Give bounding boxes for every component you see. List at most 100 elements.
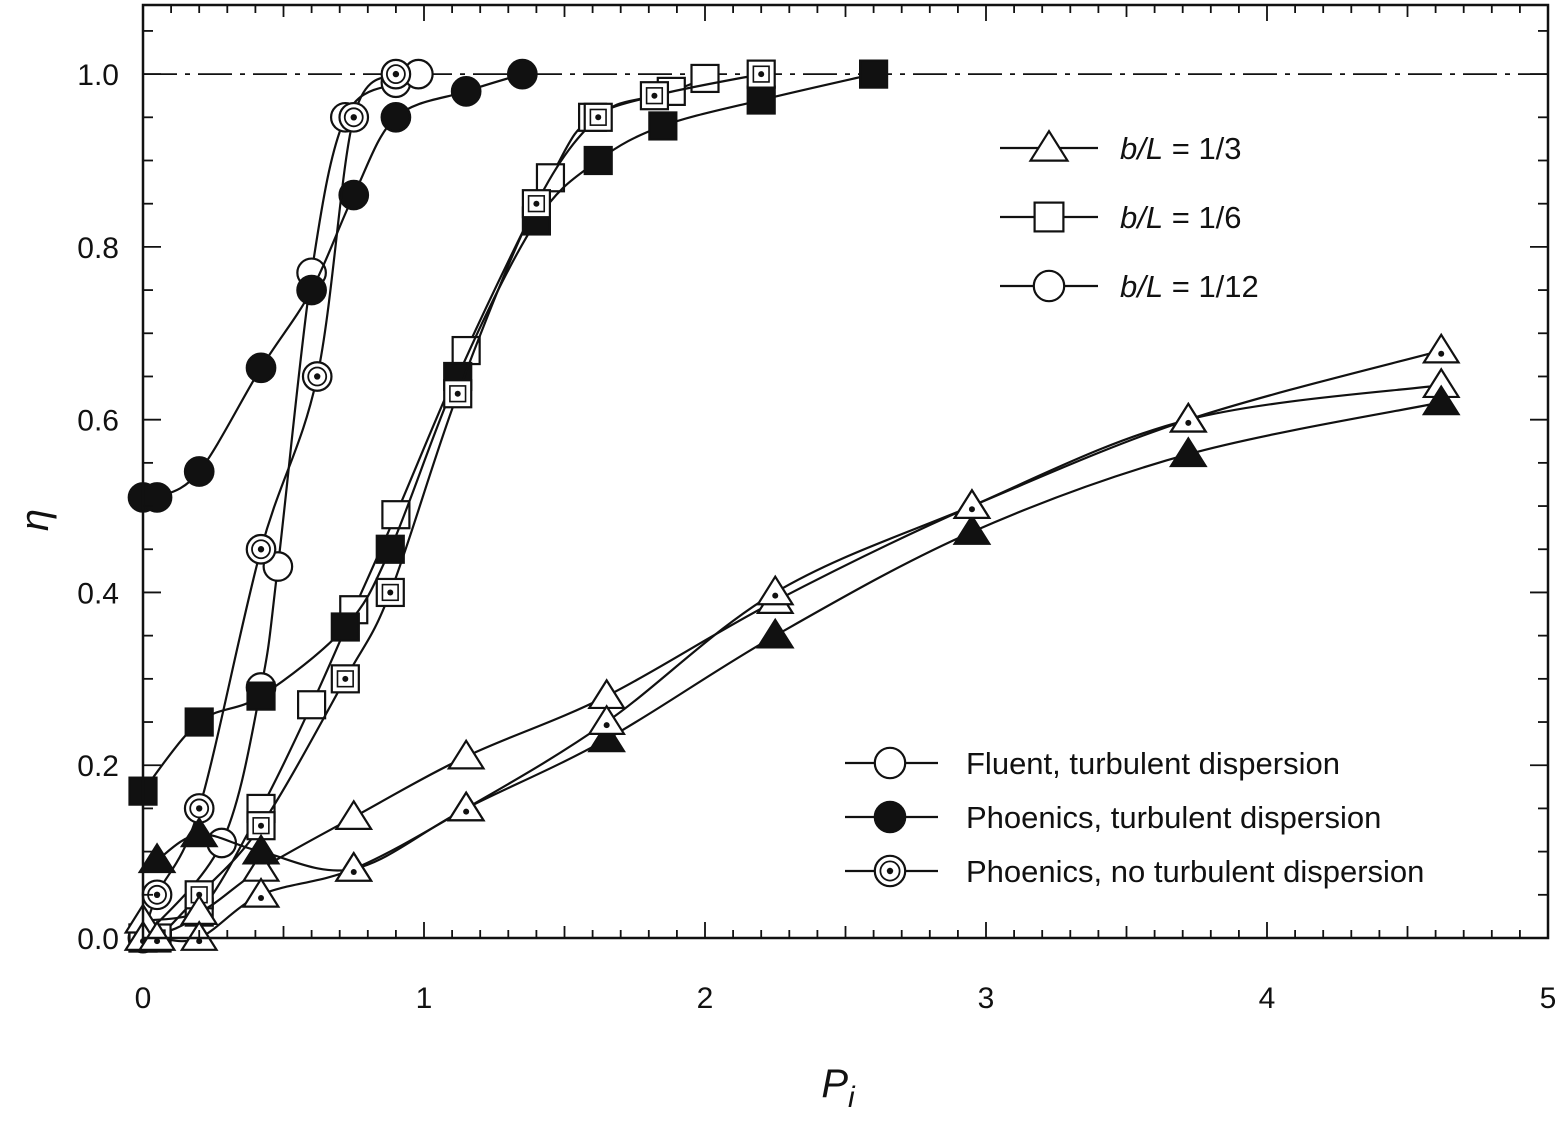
series-line bbox=[141, 73, 397, 939]
data-point bbox=[141, 482, 173, 513]
data-point bbox=[648, 111, 678, 141]
data-point bbox=[506, 58, 538, 90]
x-tick-label: 1 bbox=[416, 982, 433, 1015]
data-point bbox=[755, 574, 795, 606]
data-point bbox=[296, 274, 327, 306]
data-point bbox=[241, 833, 281, 865]
data-point bbox=[690, 63, 720, 94]
data-point bbox=[137, 842, 177, 874]
legend-shapes: b/L = 1/3 b/L = 1/6 b/L = 1/12 bbox=[1000, 129, 1259, 304]
data-point bbox=[380, 58, 412, 90]
plot-frame bbox=[141, 3, 1550, 940]
data-point bbox=[450, 76, 482, 107]
x-axis-label-subscript: i bbox=[848, 1081, 856, 1114]
legend-marker-triangle bbox=[1028, 129, 1070, 162]
data-point bbox=[1169, 401, 1208, 433]
legend-shape-square: b/L = 1/6 bbox=[1000, 200, 1242, 235]
legend-method-open: Fluent, turbulent dispersion bbox=[845, 746, 1340, 781]
x-axis-label: Pi bbox=[821, 1062, 856, 1114]
data-point bbox=[338, 179, 370, 211]
data-point bbox=[334, 799, 374, 830]
data-point bbox=[375, 577, 405, 608]
legend-shape-label: b/L = 1/3 bbox=[1120, 131, 1242, 166]
data-point bbox=[246, 681, 276, 711]
data-point bbox=[338, 101, 370, 133]
legend-method-label: Phoenics, turbulent dispersion bbox=[966, 800, 1381, 835]
data-point bbox=[446, 790, 486, 822]
frame-layer bbox=[141, 3, 1550, 940]
legend-shape-circle: b/L = 1/12 bbox=[1000, 269, 1259, 304]
legend-marker-circle bbox=[1032, 269, 1066, 303]
data-point bbox=[330, 612, 360, 642]
legend-marker-circle-dotted bbox=[873, 854, 907, 888]
legend-shape-triangle: b/L = 1/3 bbox=[1000, 129, 1242, 166]
y-axis-label: η bbox=[13, 509, 57, 531]
data-point bbox=[583, 102, 613, 132]
legend-method-dotted: Phoenics, no turbulent dispersion bbox=[845, 854, 1424, 889]
legend-method-filled: Phoenics, turbulent dispersion bbox=[845, 800, 1381, 835]
data-point bbox=[1169, 436, 1208, 468]
legend-method-label: Fluent, turbulent dispersion bbox=[966, 746, 1340, 781]
legend-marker-circle-filled bbox=[873, 800, 907, 834]
legend-marker-circle-open bbox=[873, 746, 907, 780]
y-tick-label: 1.0 bbox=[77, 59, 119, 92]
legend-shape-label: b/L = 1/6 bbox=[1120, 200, 1242, 235]
series-circle-filled bbox=[127, 58, 538, 513]
data-point bbox=[380, 101, 412, 133]
series-line bbox=[142, 73, 523, 501]
data-point bbox=[183, 456, 215, 487]
legend-shape-label: b/L = 1/12 bbox=[1120, 269, 1259, 304]
data-point bbox=[245, 533, 277, 565]
y-tick-label: 0.2 bbox=[77, 750, 119, 783]
data-point bbox=[583, 145, 613, 176]
data-point bbox=[443, 379, 473, 409]
y-tick-label: 0.0 bbox=[77, 923, 119, 956]
data-point bbox=[330, 664, 360, 694]
data-point bbox=[137, 920, 177, 951]
data-point bbox=[746, 59, 776, 89]
x-tick-label: 4 bbox=[1259, 982, 1276, 1015]
data-point bbox=[1421, 332, 1461, 364]
series-line bbox=[142, 77, 706, 940]
series-triangle-dotted bbox=[123, 332, 1461, 951]
data-point bbox=[587, 704, 626, 735]
series-square-filled bbox=[128, 59, 889, 806]
data-point bbox=[1421, 384, 1461, 416]
data-point bbox=[952, 488, 992, 519]
x-tick-labels: 0 1 2 3 4 5 bbox=[135, 982, 1557, 1015]
data-point bbox=[446, 738, 486, 770]
y-tick-label: 0.8 bbox=[77, 232, 119, 265]
data-point bbox=[639, 81, 670, 111]
y-tick-labels: 0.0 0.2 0.4 0.6 0.8 1.0 bbox=[77, 59, 119, 956]
series-line bbox=[142, 73, 419, 939]
legend-marker-square bbox=[1033, 201, 1065, 233]
data-point bbox=[521, 189, 552, 219]
data-point bbox=[245, 352, 277, 384]
legend-method-label: Phoenics, no turbulent dispersion bbox=[966, 854, 1424, 889]
data-point bbox=[381, 500, 411, 530]
x-tick-label: 2 bbox=[697, 982, 714, 1015]
legend-methods: Fluent, turbulent dispersion Phoenics, tu… bbox=[845, 746, 1424, 889]
x-tick-label: 5 bbox=[1540, 982, 1557, 1015]
x-tick-label: 0 bbox=[135, 982, 152, 1015]
series-line bbox=[142, 384, 1442, 922]
data-point bbox=[587, 678, 626, 710]
y-tick-label: 0.6 bbox=[77, 405, 119, 438]
data-point bbox=[184, 707, 214, 737]
data-point bbox=[334, 851, 374, 882]
y-tick-label: 0.4 bbox=[77, 577, 119, 610]
data-point bbox=[301, 361, 333, 392]
data-point bbox=[241, 876, 281, 908]
data-point bbox=[952, 514, 992, 545]
x-tick-label: 3 bbox=[978, 982, 995, 1015]
data-point bbox=[858, 59, 889, 89]
series-triangle-open bbox=[123, 367, 1461, 934]
data-point bbox=[755, 617, 795, 649]
data-point bbox=[297, 690, 327, 720]
data-point bbox=[746, 85, 776, 115]
series-line bbox=[142, 73, 762, 943]
data-point bbox=[375, 534, 405, 564]
data-point bbox=[587, 721, 626, 753]
data-point bbox=[179, 816, 219, 848]
